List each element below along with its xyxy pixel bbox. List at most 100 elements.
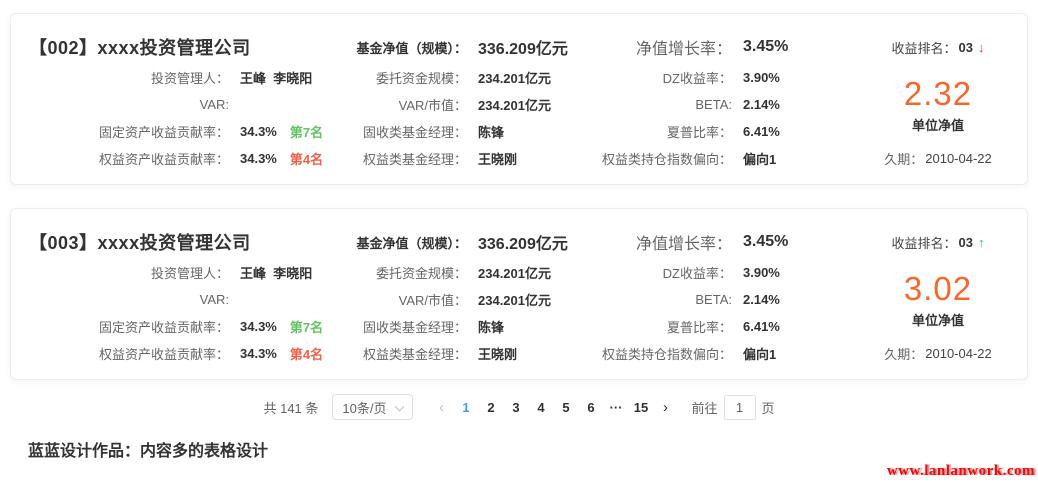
field-label: 委托资金规模： [375,71,467,86]
card-column-middle: 基金净值（规模）： 336.209亿元 委托资金规模： 234.201亿元 VA… [329,30,597,172]
field-row: 夏普比率： 6.41% [597,313,865,340]
more-pages-icon[interactable]: ··· [609,399,623,415]
field-label: 权益资产收益贡献率： [98,152,229,167]
field-label: 基金净值（规模）： [356,235,467,251]
field-label: 基金净值（规模）： [356,40,467,56]
field-row: VAR: [29,91,329,118]
duration: 久期： 2010-04-22 [884,340,992,367]
page-number-15[interactable]: 15 [633,399,649,415]
field-row: 权益类持仓指数偏向： 偏向1 [597,340,865,367]
field-row: 固收类基金经理： 陈锋 [329,118,597,145]
field-row: 基金净值（规模）： 336.209亿元 [329,30,597,64]
field-value: 王峰 李晓阳 [240,71,313,86]
field-label: 权益类基金经理： [362,152,467,167]
field-row: 权益类基金经理： 王晓刚 [329,340,597,367]
field-label: 投资管理人： [150,71,229,86]
field-value: 3.45% [743,233,789,250]
field-label: VAR: [199,97,229,112]
field-label: VAR/市值： [398,98,467,113]
pagination: 共 141 条 10条/页 ‹ 1 2 3 4 5 6 ··· 15 › 前往 … [0,394,1038,420]
rank-badge: 第7名 [289,320,324,335]
duration-value: 2010-04-22 [925,346,992,361]
field-value: 3.45% [743,38,789,55]
page-number-4[interactable]: 4 [537,399,545,415]
income-rank-label: 收益排名： [891,235,957,251]
card-title: 【003】xxxx投资管理公司 [29,233,251,253]
field-row: 固定资产收益贡献率： 34.3% 第7名 [29,313,329,340]
field-row: BETA: 2.14% [597,91,865,118]
page-size-value: 10条/页 [342,400,387,416]
card-summary-column: 收益排名： 03 ↓ 2.32 单位净值 久期： 2010-04-22 [865,30,1011,172]
income-rank-label: 收益排名： [891,40,957,56]
field-row: 权益资产收益贡献率： 34.3% 第4名 [29,145,329,172]
page-number-1[interactable]: 1 [462,399,470,415]
chevron-down-icon [395,401,405,412]
page-number-2[interactable]: 2 [487,399,495,415]
card-column-right: 净值增长率： 3.45% DZ收益率： 3.90% BETA: 2.14% 夏普… [597,225,865,367]
field-row: 夏普比率： 6.41% [597,118,865,145]
field-row: DZ收益率： 3.90% [597,64,865,91]
field-value: 2.14% [743,97,780,112]
prev-page-button[interactable]: ‹ [438,398,444,416]
income-rank-value: 03 [958,39,973,55]
page-number-5[interactable]: 5 [562,399,570,415]
field-value: 陈锋 [478,320,505,335]
field-value: 6.41% [743,124,780,139]
rank-badge: 第4名 [289,152,324,167]
page-size-select[interactable]: 10条/页 [332,394,414,420]
field-row: 净值增长率： 3.45% [597,225,865,259]
field-label: 权益类持仓指数偏向： [601,152,732,167]
field-row: 固收类基金经理： 陈锋 [329,313,597,340]
duration: 久期： 2010-04-22 [884,145,992,172]
field-label: 投资管理人： [150,266,229,281]
field-label: 委托资金规模： [375,266,467,281]
goto-page: 前往 页 [691,394,775,420]
goto-label: 前往 [691,400,718,416]
field-label: VAR: [199,292,229,307]
goto-page-input[interactable] [723,394,756,420]
page-number-6[interactable]: 6 [587,399,595,415]
card-column-right: 净值增长率： 3.45% DZ收益率： 3.90% BETA: 2.14% 夏普… [597,30,865,172]
field-row: VAR: [29,286,329,313]
field-value: 34.3% [240,346,277,361]
field-label: 权益类持仓指数偏向： [601,347,732,362]
field-value: 6.41% [743,319,780,334]
card-title-row: 【003】xxxx投资管理公司 [29,225,329,259]
field-row: 净值增长率： 3.45% [597,30,865,64]
field-row: 权益类基金经理： 王晓刚 [329,145,597,172]
field-value: 王峰 李晓阳 [240,266,313,281]
field-label: 夏普比率： [666,125,732,140]
card-column-left: 【003】xxxx投资管理公司 投资管理人： 王峰 李晓阳 VAR: 固定资产收… [29,225,329,367]
field-row: 投资管理人： 王峰 李晓阳 [29,64,329,91]
field-row: VAR/市值： 234.201亿元 [329,286,597,313]
field-label: DZ收益率： [662,71,732,86]
field-value: 王晓刚 [478,152,518,167]
field-row: VAR/市值： 234.201亿元 [329,91,597,118]
card-title-row: 【002】xxxx投资管理公司 [29,30,329,64]
next-page-button[interactable]: › [662,398,668,416]
field-label: 固定资产收益贡献率： [98,320,229,335]
trend-down-icon: ↓ [977,39,985,55]
income-rank-value: 03 [958,234,973,250]
page-number-3[interactable]: 3 [512,399,520,415]
field-row: 基金净值（规模）： 336.209亿元 [329,225,597,259]
field-value: 234.201亿元 [478,266,551,281]
field-row: 权益类持仓指数偏向： 偏向1 [597,145,865,172]
field-label: 固定资产收益贡献率： [98,125,229,140]
field-row: 固定资产收益贡献率： 34.3% 第7名 [29,118,329,145]
field-value: 234.201亿元 [478,293,551,308]
field-value: 王晓刚 [478,347,518,362]
goto-suffix: 页 [761,400,775,416]
field-value: 336.209亿元 [478,41,568,58]
field-label: DZ收益率： [662,266,732,281]
unit-nav-value: 2.32 [903,75,973,112]
field-row: 投资管理人： 王峰 李晓阳 [29,259,329,286]
income-rank: 收益排名： 03 ↓ [892,30,985,64]
field-label: 夏普比率： [666,320,732,335]
duration-label: 久期： [884,152,924,167]
field-label: 净值增长率： [635,236,732,253]
field-value: 偏向1 [743,152,777,167]
field-value: 34.3% [240,124,277,139]
field-value: 34.3% [240,319,277,334]
field-value: 陈锋 [478,125,505,140]
